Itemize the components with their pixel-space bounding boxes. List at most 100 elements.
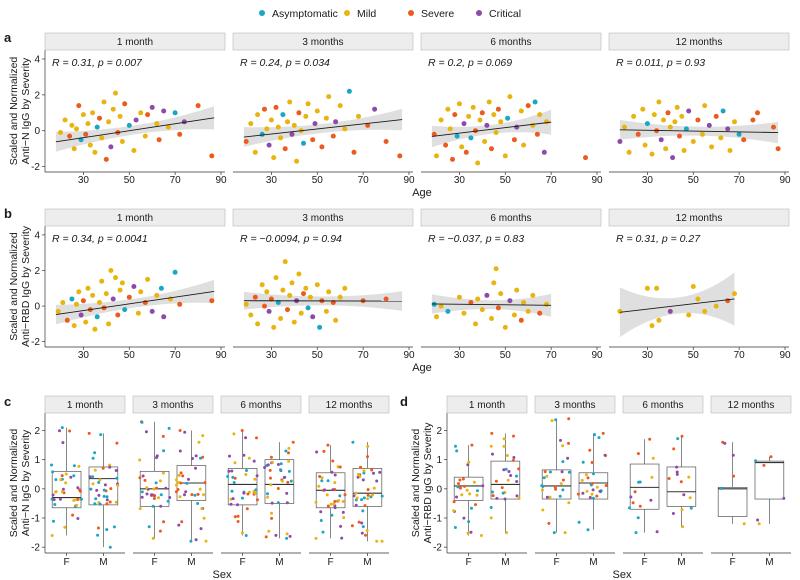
data-point-critical: [509, 474, 513, 477]
data-point-critical: [333, 506, 337, 510]
data-point-mild: [355, 496, 359, 500]
data-point-mild: [165, 124, 171, 130]
data-point-severe: [561, 478, 565, 482]
data-point-asymptomatic: [102, 494, 106, 498]
regression-line: [619, 129, 779, 133]
facet-strip: [608, 32, 790, 51]
data-point-mild: [686, 312, 692, 318]
data-point-asymptomatic: [360, 498, 364, 502]
box-body: [264, 459, 295, 504]
box-body: [88, 466, 119, 506]
data-point-mild: [204, 539, 208, 543]
data-point-asymptomatic: [159, 493, 163, 497]
data-point-mild: [60, 490, 64, 494]
data-point-critical: [588, 496, 592, 499]
data-point-mild: [285, 532, 289, 536]
facet-title: 3 months: [554, 400, 595, 411]
data-point-mild: [332, 502, 336, 506]
facet-strip: [44, 32, 226, 51]
x-tick-label: 70: [358, 350, 370, 361]
data-point-mild: [467, 460, 471, 464]
data-point-critical: [378, 470, 382, 474]
data-point-severe: [76, 103, 82, 109]
data-point-asymptomatic: [162, 449, 166, 453]
data-point-severe: [366, 455, 369, 459]
data-point-asymptomatic: [189, 539, 193, 543]
data-point-severe: [143, 478, 147, 482]
data-point-severe: [162, 520, 166, 524]
data-point-mild: [282, 259, 288, 265]
data-point-mild: [64, 481, 68, 485]
data-point-asymptomatic: [561, 488, 565, 492]
data-point-severe: [567, 417, 571, 421]
data-point-severe: [269, 455, 273, 459]
data-point-mild: [268, 117, 274, 123]
data-point-mild: [106, 321, 112, 327]
data-point-mild: [85, 121, 91, 127]
data-point-asymptomatic: [467, 520, 471, 524]
data-point-mild: [690, 139, 696, 144]
box-M: M: [263, 440, 295, 568]
data-point-critical: [177, 523, 181, 527]
y-tick-label: -2: [31, 162, 40, 173]
data-point-asymptomatic: [351, 440, 355, 444]
data-point-mild: [176, 481, 180, 484]
box-body: [51, 470, 82, 509]
data-point-severe: [152, 497, 156, 500]
data-point-asymptomatic: [634, 531, 638, 535]
data-point-mild: [661, 117, 666, 123]
data-point-critical: [667, 308, 673, 314]
data-point-mild: [544, 301, 549, 307]
facet-title: 1 month: [469, 400, 505, 411]
data-point-critical: [183, 493, 186, 497]
facet-strip: [710, 395, 792, 414]
facet-title: 6 months: [642, 400, 683, 411]
data-point-mild: [493, 266, 499, 272]
legend-label-severe: Severe: [421, 8, 454, 20]
data-point-asymptomatic: [754, 459, 758, 463]
data-point-asymptomatic: [280, 112, 286, 118]
data-point-mild: [298, 310, 304, 316]
data-point-severe: [517, 467, 521, 471]
x-tick-label: F: [64, 557, 70, 568]
data-point-severe: [177, 301, 183, 307]
facet-strip: [446, 395, 528, 414]
y-tick-label: -2: [31, 337, 40, 348]
data-point-asymptomatic: [287, 469, 291, 473]
data-point-mild: [337, 103, 343, 109]
data-point-asymptomatic: [279, 462, 283, 466]
x-tick-label: 90: [779, 175, 791, 186]
data-point-severe: [365, 122, 371, 128]
data-point-severe: [525, 103, 531, 109]
data-point-severe: [177, 131, 183, 137]
facet-4: 12 months R = 0.31, p = 0.27 30 50 70 90: [608, 208, 791, 361]
data-point-mild: [521, 142, 527, 148]
data-point-asymptomatic: [338, 494, 342, 498]
data-point-mild: [434, 153, 439, 159]
data-point-asymptomatic: [320, 479, 324, 483]
legend-label-mild: Mild: [357, 8, 376, 20]
data-point-severe: [677, 133, 682, 139]
data-point-critical: [161, 108, 167, 114]
data-point-severe: [588, 448, 592, 452]
data-point-asymptomatic: [185, 481, 189, 485]
correlation-stat: R = 0.31, p = 0.007: [52, 57, 143, 69]
data-point-severe: [179, 481, 183, 485]
data-point-mild: [468, 492, 472, 496]
data-point-severe: [583, 155, 588, 161]
data-point-severe: [286, 480, 290, 484]
data-point-mild: [138, 458, 142, 462]
x-tick-label: 30: [78, 175, 90, 186]
data-point-mild: [161, 471, 165, 475]
data-point-mild: [55, 308, 61, 314]
data-point-severe: [397, 153, 403, 159]
data-point-severe: [178, 429, 182, 432]
data-point-severe: [511, 137, 517, 143]
x-tick-label: M: [99, 557, 107, 568]
data-point-severe: [679, 480, 683, 484]
data-point-mild: [92, 326, 98, 332]
data-point-severe: [518, 317, 524, 323]
data-point-mild: [690, 284, 696, 289]
data-point-mild: [333, 317, 339, 323]
data-point-mild: [544, 119, 549, 125]
